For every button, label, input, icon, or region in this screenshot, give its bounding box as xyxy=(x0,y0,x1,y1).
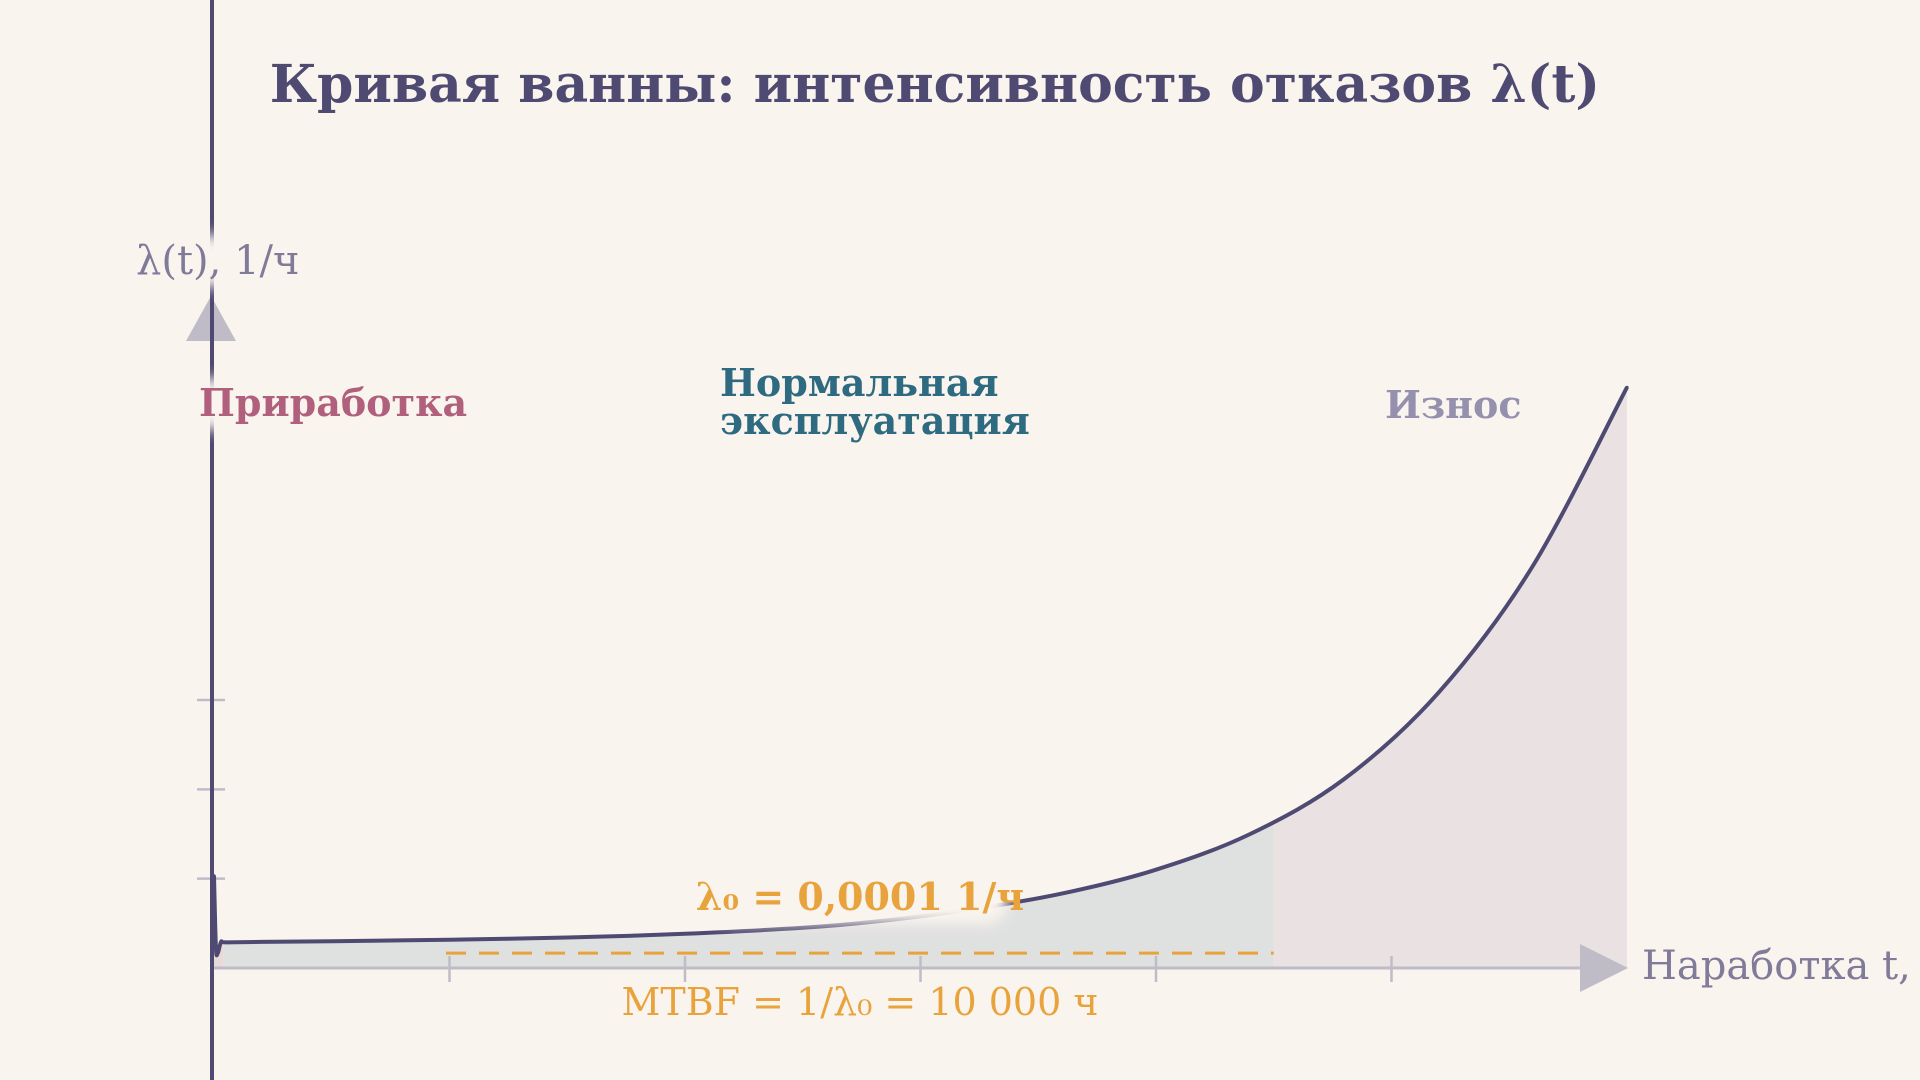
region-label-infant: Приработка xyxy=(199,380,467,425)
curve-point xyxy=(216,951,220,955)
curve-point xyxy=(447,938,452,942)
failure-rate-curve xyxy=(212,386,1629,958)
curve-point xyxy=(212,874,216,878)
infant-label-halo xyxy=(190,378,472,430)
curve-point xyxy=(1060,891,1064,896)
region-label-normal: Нормальная эксплуатация xyxy=(720,360,1030,443)
region-fill-2 xyxy=(1273,387,1627,968)
chart-title: Кривая ванны: интенсивность отказов λ(t) xyxy=(270,54,1600,115)
curve-point xyxy=(801,926,805,930)
curve-point xyxy=(565,935,569,940)
labels-layer: Кривая ванны: интенсивность отказов λ(t)… xyxy=(126,54,1911,1024)
x-axis-label: Наработка t, xyxy=(1642,943,1911,989)
curve-point xyxy=(1248,832,1252,836)
curve-point xyxy=(1531,564,1535,568)
region-fill-1 xyxy=(223,822,1274,968)
curve-point xyxy=(1437,690,1441,695)
curve-point xyxy=(259,940,263,944)
axes xyxy=(186,0,1628,1080)
curve-point xyxy=(1154,868,1158,872)
lambda-label-halo xyxy=(712,872,1008,924)
curve-point xyxy=(683,932,687,936)
region-label-wearout: Износ xyxy=(1385,382,1521,427)
series-layer xyxy=(212,385,1629,958)
ylabel-halo xyxy=(126,235,298,287)
y-axis-label: λ(t), 1/ч xyxy=(136,238,299,284)
wearout-label-halo xyxy=(1372,380,1528,434)
x-axis-arrow xyxy=(1580,944,1628,992)
curve-point xyxy=(330,939,334,943)
curve-point xyxy=(219,940,223,944)
lambda-annotation: λ₀ = 0,0001 1/ч xyxy=(696,874,1024,919)
curve-point xyxy=(214,945,218,949)
curve-point xyxy=(1342,777,1346,781)
curve-point xyxy=(1625,385,1629,389)
region-label-normal-line1: Нормальная xyxy=(720,360,999,405)
curve-point xyxy=(224,940,228,944)
region-label-normal-line2: эксплуатация xyxy=(720,398,1030,443)
mtbf-annotation: MTBF = 1/λ₀ = 10 000 ч xyxy=(621,980,1098,1024)
